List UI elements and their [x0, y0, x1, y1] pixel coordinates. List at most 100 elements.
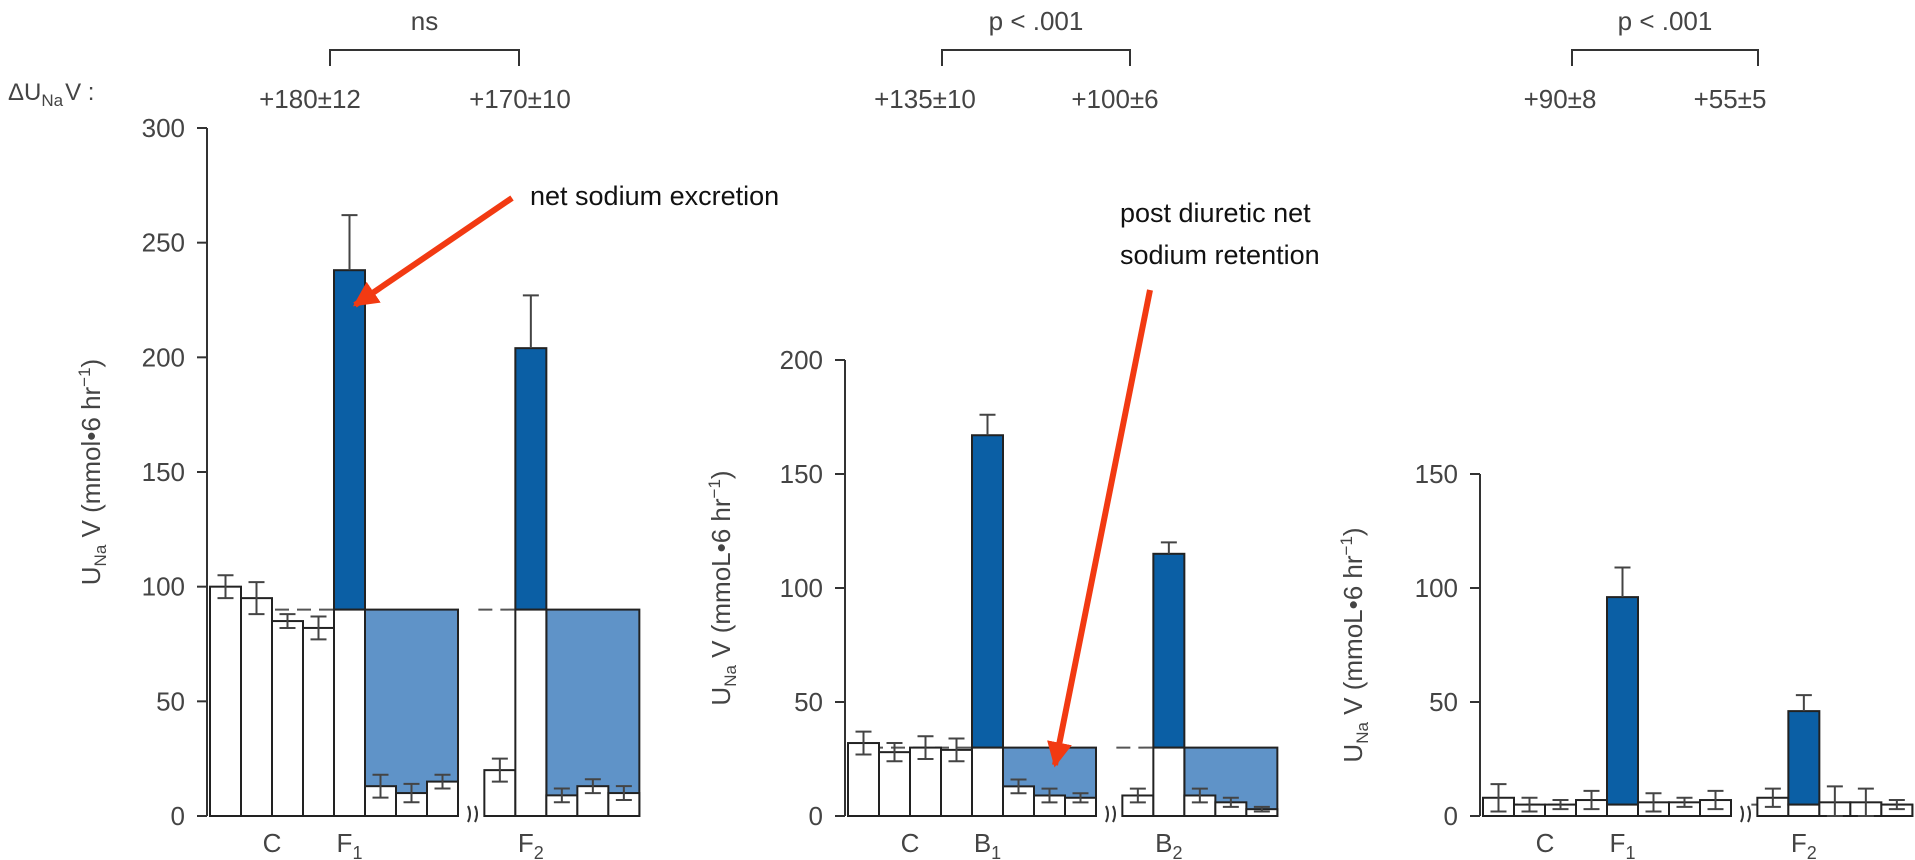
error-bar [434, 773, 451, 790]
treatment-baseline-part [1606, 803, 1639, 817]
delta-label-main: ΔU [8, 79, 41, 106]
category-label: F1 [337, 828, 363, 860]
category-label: B1 [974, 828, 1001, 860]
significance-label: ns [411, 6, 438, 36]
category-label: F1 [1610, 828, 1636, 860]
axis-break-mark [1105, 805, 1116, 823]
treatment-bar [1606, 596, 1639, 806]
bar [209, 585, 242, 818]
error-bar [1614, 566, 1631, 598]
panel-furosemide-2: 0 50 100 150 UNa V (mmoL•6 hr−1) C F1 F2 p < .00… [1337, 6, 1914, 860]
y-tick-label: 100 [1415, 573, 1458, 603]
annotation-net-sodium-excretion: net sodium excretion [530, 181, 779, 211]
y-tick-label: 300 [142, 113, 185, 143]
y-tick-label: 0 [171, 801, 185, 831]
delta-value: +180±12 [259, 84, 361, 114]
error-bar [248, 581, 265, 616]
category-label: B2 [1155, 828, 1182, 860]
error-bar [584, 778, 601, 795]
error-bar [372, 773, 389, 799]
y-tick-label: 150 [1415, 459, 1458, 489]
error-bar [522, 294, 539, 349]
error-bar [279, 613, 296, 629]
y-axis-label: UNa V (mmol•6 hr−1) [75, 359, 110, 585]
axis-break-mark [1740, 805, 1751, 823]
error-bar [1676, 796, 1693, 808]
delta-value: +55±5 [1694, 84, 1767, 114]
error-bar [615, 785, 632, 801]
error-bar [1583, 789, 1600, 811]
error-bar [1490, 783, 1507, 813]
error-bar [403, 782, 420, 804]
error-bar [1072, 792, 1089, 804]
y-tick-label: 200 [142, 342, 185, 372]
delta-label-suffix: V : [65, 79, 94, 106]
bar [302, 626, 335, 817]
error-bar [886, 742, 903, 763]
treatment-baseline-part [971, 746, 1004, 817]
y-tick-label: 150 [780, 459, 823, 489]
y-tick-label: 250 [142, 228, 185, 258]
y-tick-label: 0 [1444, 801, 1458, 831]
error-bar [1645, 792, 1662, 813]
treatment-baseline-part [514, 608, 548, 817]
treatment-bar [333, 269, 366, 611]
treatment-bar [1152, 552, 1186, 749]
significance-bracket [1571, 49, 1759, 66]
panel-bumetanide: 0 50 100 150 200 UNa V (mmoL•6 hr−1) C B1 B2 p < … [705, 6, 1279, 860]
error-bar [1888, 799, 1905, 811]
y-axis-label: UNa V (mmoL•6 hr−1) [1337, 527, 1372, 762]
treatment-bar [971, 434, 1004, 749]
treatment-baseline-part [1787, 803, 1821, 817]
error-bar [1826, 785, 1843, 817]
error-bar [1191, 787, 1208, 804]
error-bar [1041, 787, 1058, 804]
error-bar [1795, 694, 1812, 712]
bar [240, 597, 273, 818]
treatment-baseline-part [1152, 746, 1186, 817]
error-bar [217, 574, 234, 600]
y-tick-label: 150 [142, 457, 185, 487]
significance-label: p < .001 [989, 6, 1084, 36]
y-tick-label: 0 [809, 801, 823, 831]
delta-value: +90±8 [1524, 84, 1597, 114]
panel-furosemide-1: 0 50 100 150 200 250 300 UNa V (mmol•6 hr−1) C F1… [75, 6, 641, 860]
axis-break-mark [467, 805, 478, 823]
error-bar [341, 214, 358, 271]
error-bar [1521, 796, 1538, 813]
arrow-excretion [352, 195, 514, 308]
error-bar [979, 413, 996, 436]
error-bar [553, 787, 570, 804]
error-bar [1253, 805, 1270, 813]
delta-value: +135±10 [874, 84, 976, 114]
error-bar [855, 730, 872, 756]
y-tick-label: 100 [142, 572, 185, 602]
y-axis-label: UNa V (mmoL•6 hr−1) [705, 470, 740, 705]
error-bar [917, 735, 934, 760]
error-bar [491, 757, 508, 783]
category-label: C [901, 828, 920, 858]
bar [271, 620, 304, 817]
treatment-baseline-part [333, 608, 366, 817]
error-bar [1010, 778, 1027, 795]
treatment-bar [514, 347, 548, 611]
error-bar [948, 737, 965, 763]
error-bar [1160, 541, 1177, 554]
error-bar [310, 615, 327, 641]
error-bar [1222, 796, 1239, 808]
annotation-post-diuretic-line1: post diuretic net [1120, 198, 1311, 228]
treatment-bar [1787, 710, 1821, 806]
y-tick-label: 100 [780, 573, 823, 603]
y-tick-label: 50 [794, 687, 823, 717]
bar [878, 751, 911, 817]
significance-bracket [329, 49, 520, 66]
category-label: C [263, 828, 282, 858]
category-label: F2 [1791, 828, 1817, 860]
category-label: F2 [518, 828, 544, 860]
annotation-post-diuretic-line2: sodium retention [1120, 240, 1320, 270]
bar [426, 780, 459, 817]
delta-label: ΔUNaV : [8, 79, 94, 110]
delta-label-sub: Na [41, 91, 63, 110]
delta-value: +170±10 [469, 84, 571, 114]
